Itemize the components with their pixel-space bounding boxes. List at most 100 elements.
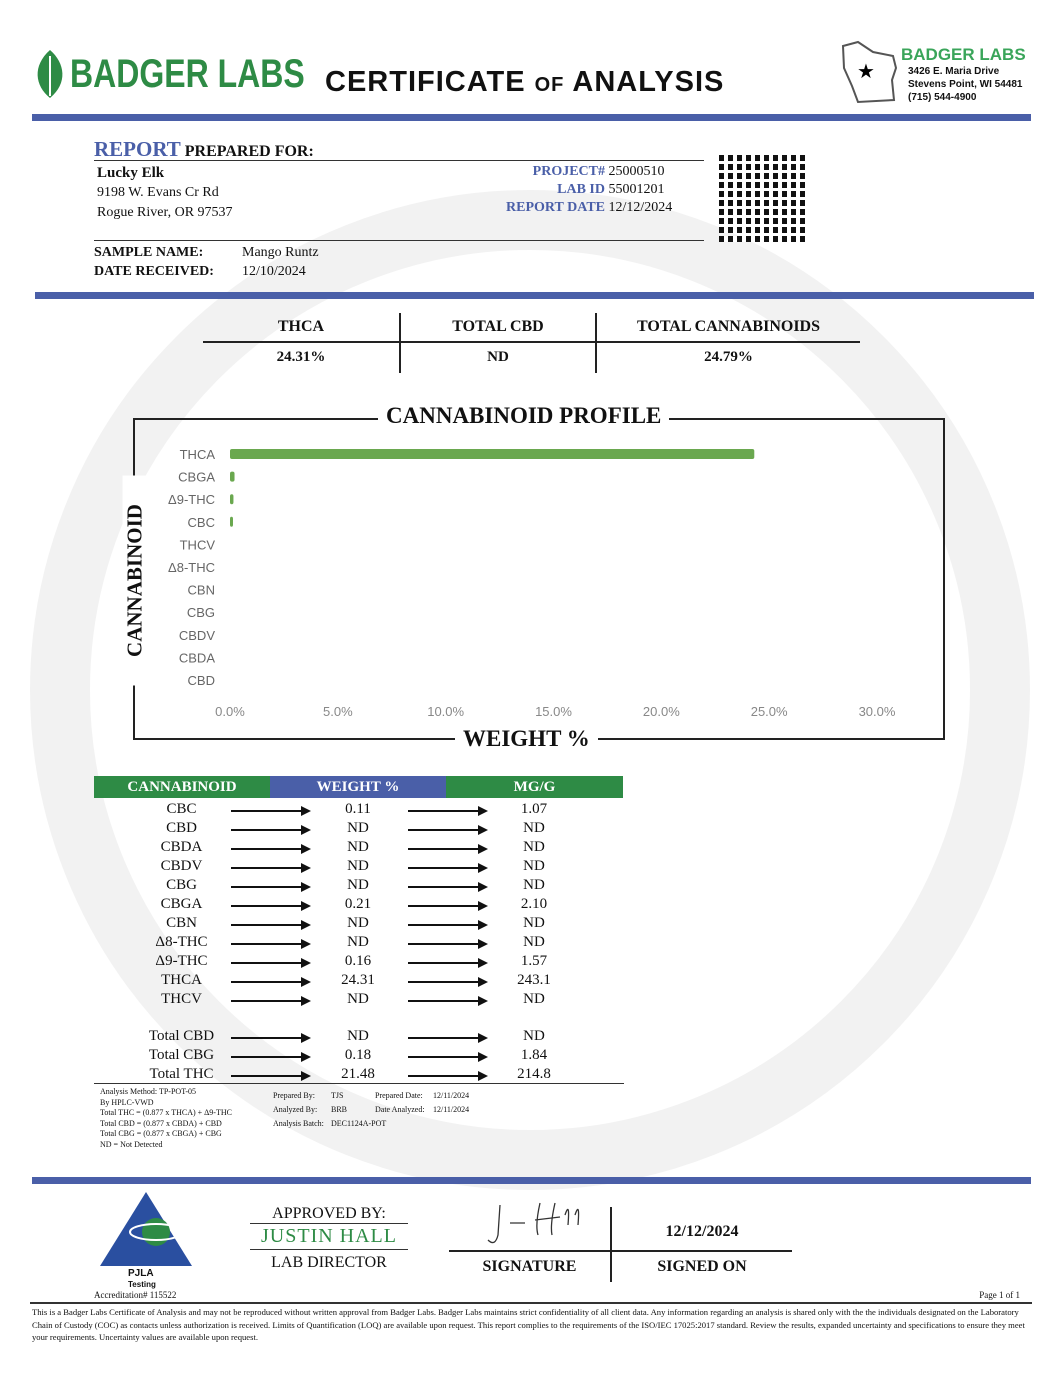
report-info: PROJECT# 25000510 LAB ID 55001201 REPORT…: [506, 164, 673, 215]
divider: [94, 160, 704, 161]
arrow-icon: [408, 825, 488, 835]
signature-label: SIGNATURE: [482, 1258, 577, 1275]
table-row: THCA 24.31 243.1: [94, 972, 624, 991]
y-tick-label: THCV: [180, 537, 216, 552]
arrow-icon: [408, 901, 488, 911]
arrow-icon: [408, 1033, 488, 1043]
y-tick-label: Δ9-THC: [168, 492, 215, 507]
cannabinoid-name: CBDA: [160, 839, 203, 855]
x-tick-label: 25.0%: [751, 704, 788, 719]
y-tick-label: CBDA: [179, 650, 215, 665]
arrow-icon: [231, 1052, 311, 1062]
signed-on-label: SIGNED ON: [657, 1258, 747, 1275]
pjla-sub: Testing: [128, 1280, 156, 1289]
cannabinoid-name: Total THC: [149, 1066, 214, 1082]
table-row: CBN ND ND: [94, 915, 624, 934]
cannabinoid-chart: THCA CBGA Δ9-THC CBC THCV Δ8-THC CBN CBG CBDV CBD…: [168, 447, 896, 719]
arrow-icon: [231, 1033, 311, 1043]
divider: [30, 1302, 1032, 1304]
mg-g-value: ND: [523, 1028, 545, 1044]
weight-value: ND: [347, 858, 369, 874]
mg-g-value: ND: [523, 820, 545, 836]
arrow-icon: [231, 920, 311, 930]
chart-title: CANNABINOID PROFILE: [378, 403, 670, 429]
table-row: Δ8-THC ND ND: [94, 934, 624, 953]
table-row: CBGA 0.21 2.10: [94, 896, 624, 915]
arrow-icon: [231, 958, 311, 968]
qr-code[interactable]: [719, 152, 809, 242]
table-row: CBD ND ND: [94, 820, 624, 839]
cannabinoid-name: CBG: [166, 877, 197, 893]
cannabinoid-name: Δ9-THC: [155, 953, 208, 969]
arrow-icon: [408, 996, 488, 1006]
mg-g-value: ND: [523, 915, 545, 931]
weight-value: 0.21: [344, 896, 372, 912]
arrow-icon: [408, 939, 488, 949]
table-row: Total CBD ND ND: [94, 1028, 624, 1047]
arrow-icon: [408, 1071, 488, 1081]
divider: [94, 240, 704, 241]
bar-CBGA: [230, 471, 235, 482]
client-info: Lucky Elk 9198 W. Evans Cr Rd Rogue Rive…: [97, 165, 233, 220]
lab-address: 3426 E. Maria Drive Stevens Point, WI 544…: [908, 66, 1023, 103]
mg-g-value: 1.57: [520, 953, 548, 969]
y-tick-label: CBGA: [178, 470, 215, 485]
weight-value: 0.18: [344, 1047, 372, 1063]
arrow-icon: [408, 882, 488, 892]
table-row: CBDV ND ND: [94, 858, 624, 877]
mg-g-value: ND: [523, 991, 545, 1007]
cannabinoid-name: Δ8-THC: [155, 934, 208, 950]
arrow-icon: [408, 920, 488, 930]
svg-text:★: ★: [857, 61, 875, 83]
cannabinoid-name: THCA: [161, 972, 202, 988]
weight-value: ND: [347, 839, 369, 855]
weight-value: ND: [347, 820, 369, 836]
divider: [250, 1249, 408, 1250]
arrow-icon: [408, 863, 488, 873]
arrow-icon: [408, 844, 488, 854]
mg-g-value: 243.1: [517, 972, 551, 988]
table-row: CBC 0.11 1.07: [94, 801, 624, 820]
cannabinoid-name: Total CBG: [148, 1047, 215, 1063]
mg-g-value: 214.8: [517, 1066, 551, 1082]
weight-value: 24.31: [341, 972, 375, 988]
y-tick-label: CBDV: [179, 628, 215, 643]
x-tick-label: 0.0%: [215, 704, 245, 719]
arrow-icon: [408, 977, 488, 987]
weight-value: 21.48: [341, 1066, 375, 1082]
cannabinoid-name: CBD: [166, 820, 197, 836]
wisconsin-map-icon: ★: [841, 40, 898, 104]
cannabinoid-name: CBN: [166, 915, 197, 931]
weight-value: ND: [347, 877, 369, 893]
mg-g-value: ND: [523, 858, 545, 874]
table-row: THCV ND ND: [94, 991, 624, 1010]
mg-g-value: ND: [523, 839, 545, 855]
bar-Δ9-THC: [230, 494, 234, 505]
cannabinoid-name: THCV: [161, 991, 202, 1007]
disclaimer: This is a Badger Labs Certificate of Ana…: [32, 1307, 1025, 1342]
signature-image: [487, 1202, 580, 1244]
arrow-icon: [231, 825, 311, 835]
y-tick-label: CBN: [188, 583, 215, 598]
y-tick-label: Δ8-THC: [168, 560, 215, 575]
y-tick-label: CBD: [188, 673, 215, 688]
divider: [250, 1223, 408, 1224]
y-tick-label: CBG: [187, 605, 215, 620]
arrow-icon: [231, 882, 311, 892]
arrow-icon: [231, 863, 311, 873]
cannabinoid-name: CBC: [166, 801, 197, 817]
arrow-icon: [231, 806, 311, 816]
director-role: LAB DIRECTOR: [271, 1254, 387, 1271]
x-tick-label: 30.0%: [859, 704, 896, 719]
page-title: CERTIFICATE OF ANALYSIS: [325, 66, 725, 98]
header-mg-g: MG/G: [446, 776, 623, 798]
weight-value: ND: [347, 991, 369, 1007]
table-row: Total CBG 0.18 1.84: [94, 1047, 624, 1066]
weight-value: ND: [347, 915, 369, 931]
weight-value: ND: [347, 1028, 369, 1044]
sample-info: SAMPLE NAME: Mango Runtz DATE RECEIVED: 12…: [94, 245, 319, 279]
arrow-icon: [408, 806, 488, 816]
header-weight: WEIGHT %: [270, 776, 446, 798]
x-tick-label: 20.0%: [643, 704, 680, 719]
divider: [32, 1177, 1031, 1184]
